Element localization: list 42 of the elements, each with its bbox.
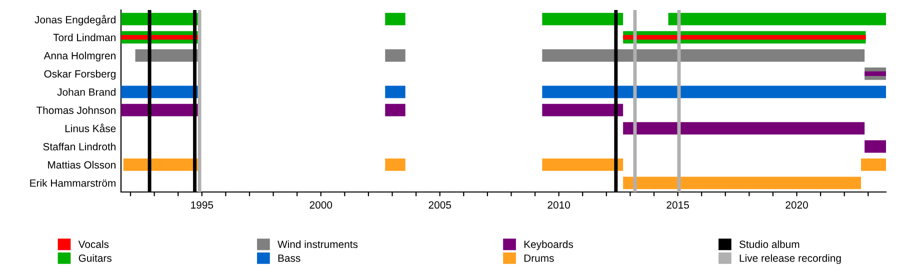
legend-label: Studio album xyxy=(739,240,800,248)
y-tick-label: Thomas Johnson xyxy=(36,106,116,114)
legend-label: Wind instruments xyxy=(278,240,358,248)
y-tick-label: Mattias Olsson xyxy=(48,160,116,169)
bar xyxy=(385,158,406,171)
bar xyxy=(121,86,200,98)
y-tick-label: Linus Kåse xyxy=(65,124,116,132)
y-tick-label: Erik Hammarström xyxy=(30,179,116,187)
bar xyxy=(121,104,200,116)
x-tick-label: 2015 xyxy=(666,201,689,209)
legend-label: Drums xyxy=(524,254,554,262)
bar xyxy=(385,104,406,116)
bar xyxy=(385,12,406,26)
bar xyxy=(668,12,886,26)
bar xyxy=(385,49,406,62)
legend-label: Keyboards xyxy=(524,240,574,250)
bar xyxy=(542,104,624,116)
legend-label: Live release recording xyxy=(740,254,841,264)
y-tick-label: Johan Brand xyxy=(57,88,116,96)
legend-label: Vocals xyxy=(78,240,109,248)
legend-label: Bass xyxy=(278,254,300,262)
y-tick-label: Staffan Lindroth xyxy=(43,142,116,150)
y-tick-label: Tord Lindman xyxy=(53,34,116,42)
x-tick-label: 2010 xyxy=(548,201,570,209)
x-tick-label: 2020 xyxy=(786,201,808,209)
bar xyxy=(542,158,624,171)
y-tick-label: Oskar Forsberg xyxy=(44,70,116,80)
bar xyxy=(623,176,862,190)
bar xyxy=(623,122,865,134)
y-tick-label: Anna Holmgren xyxy=(44,52,116,62)
bar xyxy=(542,49,865,62)
bar xyxy=(385,86,406,98)
bar xyxy=(121,12,200,26)
legend-label: Guitars xyxy=(78,254,112,262)
x-tick-label: 2005 xyxy=(428,201,451,209)
x-tick-label: 2000 xyxy=(310,201,332,209)
bar xyxy=(542,12,624,26)
bar xyxy=(542,86,886,98)
bar xyxy=(861,158,886,171)
bar xyxy=(623,35,866,40)
x-tick-label: 1995 xyxy=(191,201,214,209)
y-tick-label: Jonas Engdegård xyxy=(34,14,116,26)
